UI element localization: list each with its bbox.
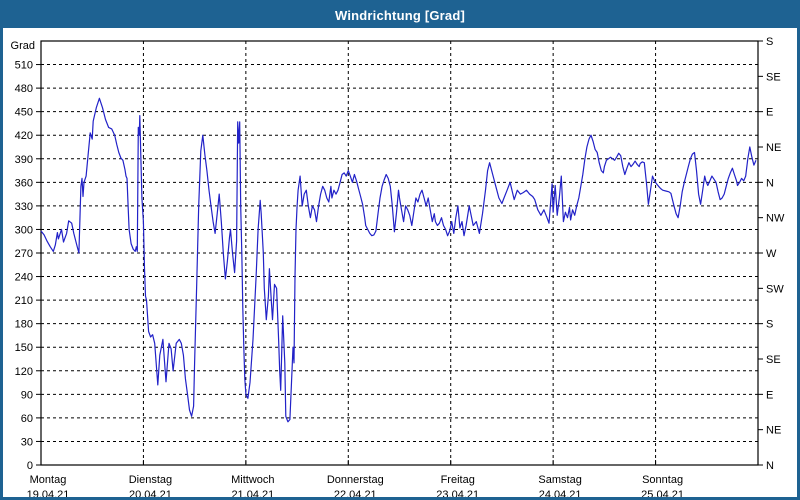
day-name-label: Dienstag bbox=[129, 474, 172, 486]
left-tick-label: 390 bbox=[15, 154, 33, 166]
right-tick-label: N bbox=[766, 177, 774, 189]
left-tick-label: 90 bbox=[21, 389, 33, 401]
left-tick-label: 480 bbox=[15, 83, 33, 95]
left-tick-label: 240 bbox=[15, 272, 33, 284]
right-tick-label: E bbox=[766, 107, 773, 119]
day-date-label: 23.04.21 bbox=[436, 489, 479, 500]
right-tick-label: N bbox=[766, 460, 774, 472]
right-tick-label: NE bbox=[766, 425, 781, 437]
day-date-label: 25.04.21 bbox=[641, 489, 684, 500]
right-tick-label: NE bbox=[766, 142, 781, 154]
axis-labels: 0 30 60 90 120 150 180 210 240 270 300 330 360 390 420… bbox=[11, 36, 785, 500]
right-tick-label: SW bbox=[766, 283, 784, 295]
left-tick-label: 330 bbox=[15, 201, 33, 213]
day-date-label: 19.04.21 bbox=[27, 489, 70, 500]
day-name-label: Samstag bbox=[538, 474, 581, 486]
left-axis-title: Grad bbox=[11, 40, 35, 52]
left-tick-label: 30 bbox=[21, 436, 33, 448]
right-tick-label: E bbox=[766, 389, 773, 401]
right-tick-label: S bbox=[766, 36, 773, 48]
left-tick-label: 180 bbox=[15, 319, 33, 331]
window-titlebar[interactable]: Windrichtung [Grad] bbox=[3, 3, 797, 28]
left-tick-label: 270 bbox=[15, 248, 33, 260]
left-tick-label: 450 bbox=[15, 107, 33, 119]
left-tick-label: 360 bbox=[15, 177, 33, 189]
right-tick-label: SE bbox=[766, 71, 781, 83]
day-name-label: Mittwoch bbox=[231, 474, 274, 486]
day-name-label: Sonntag bbox=[642, 474, 683, 486]
left-tick-label: 120 bbox=[15, 366, 33, 378]
left-tick-label: 150 bbox=[15, 342, 33, 354]
window-title: Windrichtung [Grad] bbox=[334, 8, 466, 23]
wind-direction-chart: 0 30 60 90 120 150 180 210 240 270 300 330 360 390 420… bbox=[11, 36, 785, 500]
left-tick-label: 300 bbox=[15, 224, 33, 236]
right-tick-label: W bbox=[766, 248, 777, 260]
right-tick-label: S bbox=[766, 319, 773, 331]
day-name-label: Donnerstag bbox=[327, 474, 384, 486]
series-line bbox=[40, 97, 757, 423]
wind-direction-line bbox=[40, 97, 757, 423]
day-name-label: Freitag bbox=[441, 474, 475, 486]
right-tick-label: NW bbox=[766, 213, 785, 225]
day-date-label: 21.04.21 bbox=[231, 489, 274, 500]
gridlines bbox=[41, 41, 758, 465]
left-tick-label: 0 bbox=[27, 460, 33, 472]
day-date-label: 22.04.21 bbox=[334, 489, 377, 500]
axes bbox=[36, 40, 763, 466]
day-date-label: 24.04.21 bbox=[539, 489, 582, 500]
day-name-label: Montag bbox=[30, 474, 67, 486]
left-tick-label: 60 bbox=[21, 413, 33, 425]
right-tick-label: SE bbox=[766, 354, 781, 366]
left-tick-label: 210 bbox=[15, 295, 33, 307]
day-date-label: 20.04.21 bbox=[129, 489, 172, 500]
left-tick-label: 420 bbox=[15, 130, 33, 142]
left-tick-label: 510 bbox=[15, 60, 33, 72]
plot-border bbox=[40, 40, 759, 466]
